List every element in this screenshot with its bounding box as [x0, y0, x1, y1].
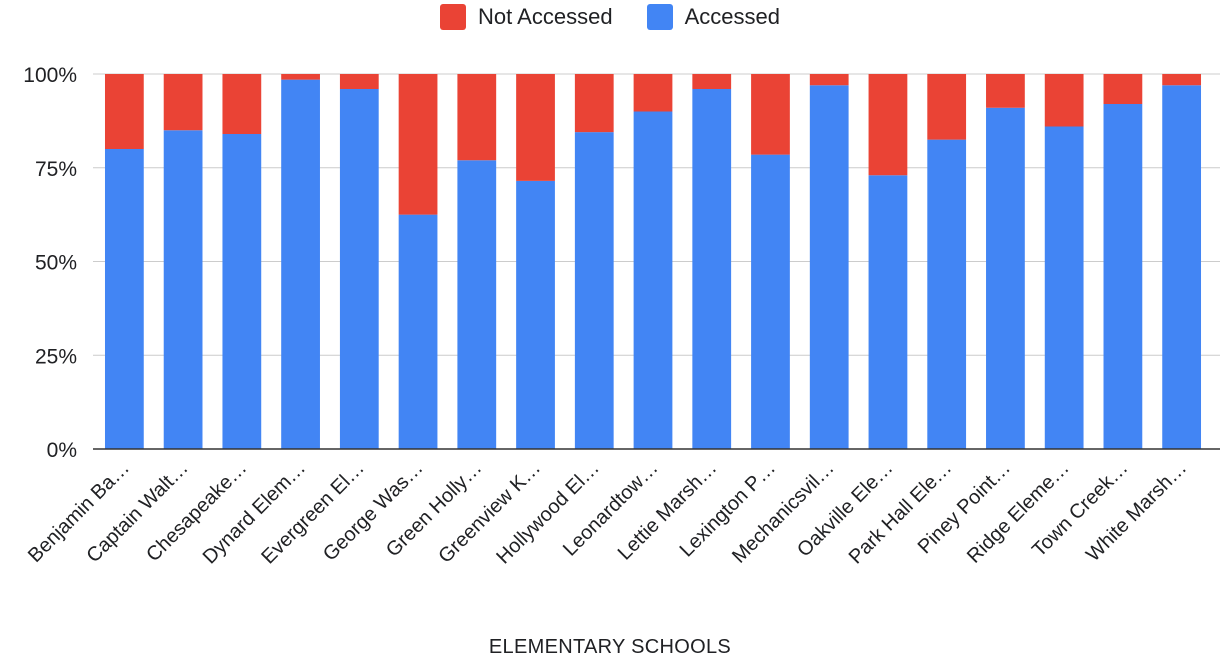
bars	[104, 74, 1202, 450]
x-axis-ticks: Benjamin Ba…Captain Walt…Chesapeake…Dyna…	[24, 457, 1191, 568]
bar-accessed[interactable]	[751, 154, 790, 449]
bar-accessed[interactable]	[1103, 104, 1143, 449]
bar-accessed[interactable]	[516, 180, 555, 449]
x-tick-label: George Was…	[319, 457, 428, 566]
bar-accessed[interactable]	[222, 134, 262, 449]
legend-label-not-accessed: Not Accessed	[478, 4, 613, 29]
bar-not-accessed[interactable]	[222, 74, 262, 134]
bar-not-accessed[interactable]	[633, 74, 673, 112]
bar-not-accessed[interactable]	[163, 74, 203, 131]
bar-accessed[interactable]	[574, 132, 614, 449]
bar-not-accessed[interactable]	[516, 74, 555, 181]
x-tick-label: Evergreen El…	[257, 457, 368, 568]
bar-not-accessed[interactable]	[339, 74, 379, 89]
bar-not-accessed[interactable]	[751, 74, 790, 155]
y-axis-ticks: 0% 25% 50% 75% 100%	[23, 64, 77, 462]
bar-accessed[interactable]	[281, 79, 320, 449]
bar-accessed[interactable]	[868, 175, 908, 449]
bar-not-accessed[interactable]	[986, 74, 1025, 108]
bar-accessed[interactable]	[339, 89, 379, 449]
x-tick-label: Dynard Elem…	[199, 457, 310, 568]
x-axis-label: ELEMENTARY SCHOOLS	[488, 636, 732, 658]
bar-accessed[interactable]	[633, 111, 673, 450]
bar-accessed[interactable]	[692, 89, 732, 449]
x-tick-label: Chesapeake…	[142, 457, 251, 566]
legend-item-accessed[interactable]: Accessed	[646, 4, 780, 30]
x-tick-label: Mechanicsvil…	[728, 457, 839, 568]
y-tick-label: 50%	[35, 252, 77, 275]
bar-accessed[interactable]	[1044, 126, 1084, 450]
chart-legend: Not Accessed Accessed	[0, 4, 1220, 30]
bar-not-accessed[interactable]	[281, 74, 320, 80]
x-tick-label: Captain Walt…	[83, 457, 193, 567]
bar-not-accessed[interactable]	[1103, 74, 1143, 104]
bar-not-accessed[interactable]	[1162, 74, 1202, 86]
bar-accessed[interactable]	[104, 149, 144, 449]
bar-not-accessed[interactable]	[398, 74, 438, 215]
y-tick-label: 0%	[47, 439, 77, 462]
bar-accessed[interactable]	[1162, 85, 1202, 449]
bar-not-accessed[interactable]	[457, 74, 497, 161]
bar-not-accessed[interactable]	[1044, 74, 1084, 127]
bar-not-accessed[interactable]	[809, 74, 849, 86]
bar-accessed[interactable]	[986, 107, 1025, 449]
bar-accessed[interactable]	[398, 214, 438, 449]
legend-label-accessed: Accessed	[684, 4, 780, 29]
x-tick-label: Benjamin Ba…	[24, 457, 134, 567]
x-tick-label: Park Hall Ele…	[845, 457, 956, 568]
y-tick-label: 100%	[23, 64, 77, 87]
bar-not-accessed[interactable]	[574, 74, 614, 133]
bar-not-accessed[interactable]	[927, 74, 967, 140]
y-tick-label: 25%	[35, 345, 77, 368]
x-tick-label: White Marsh…	[1082, 457, 1191, 566]
bar-not-accessed[interactable]	[104, 74, 144, 149]
legend-swatch-accessed	[646, 4, 673, 30]
x-tick-label: Ridge Eleme…	[963, 457, 1074, 568]
bar-accessed[interactable]	[163, 130, 203, 449]
bar-accessed[interactable]	[457, 160, 497, 449]
legend-swatch-not-accessed	[440, 4, 467, 30]
bar-not-accessed[interactable]	[692, 74, 732, 89]
x-tick-label: Greenview K…	[434, 457, 545, 568]
legend-item-not-accessed[interactable]: Not Accessed	[440, 4, 613, 30]
bar-accessed[interactable]	[927, 139, 967, 449]
bar-not-accessed[interactable]	[868, 74, 908, 176]
bar-accessed[interactable]	[809, 85, 849, 449]
x-tick-label: Hollywood El…	[492, 457, 603, 568]
y-tick-label: 75%	[35, 158, 77, 181]
